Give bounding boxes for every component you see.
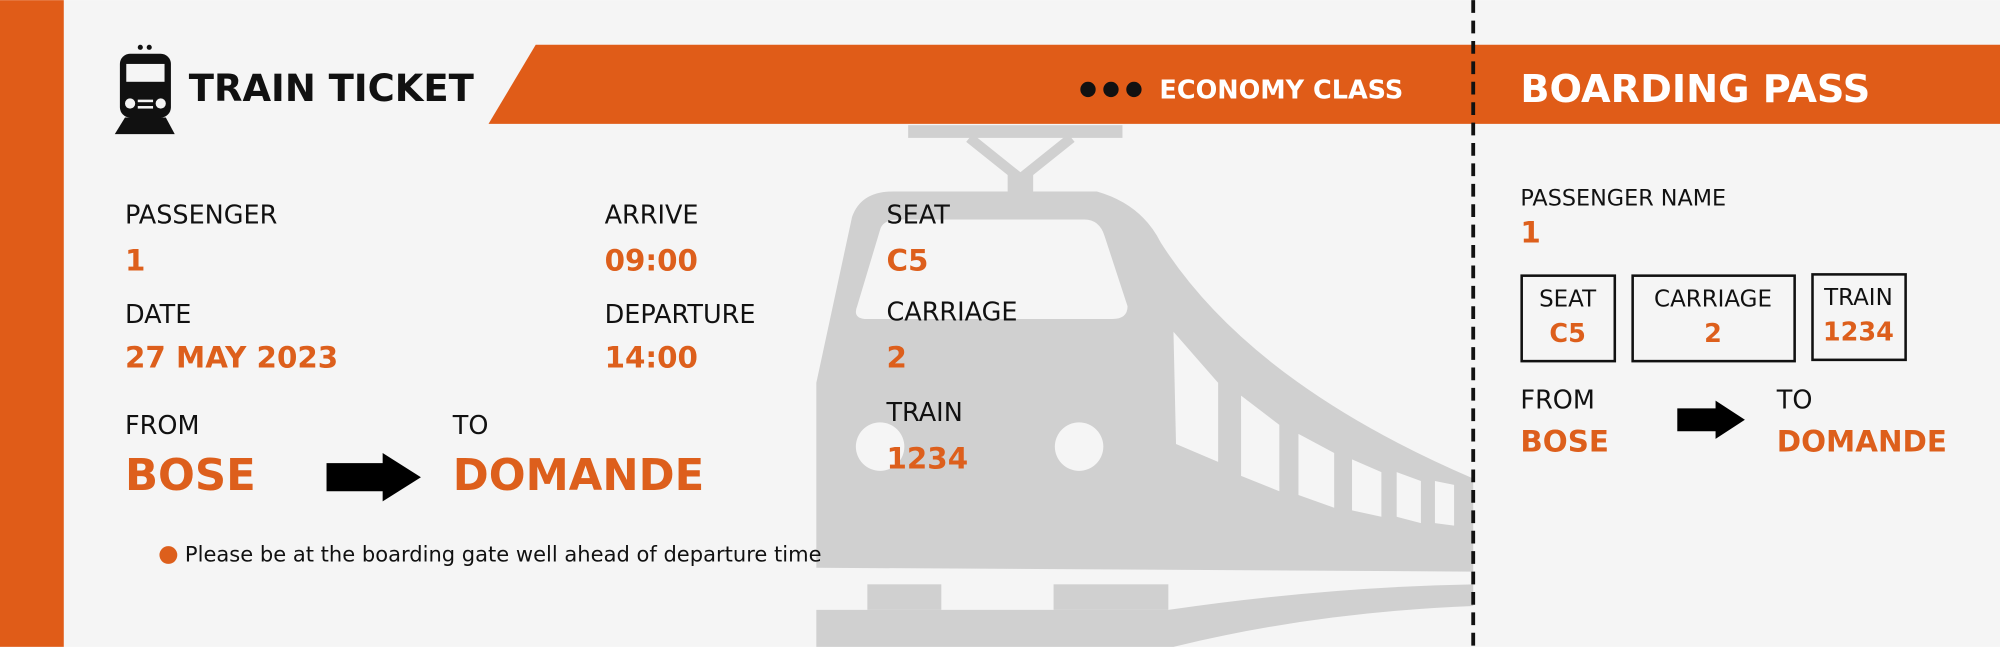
label: DATE bbox=[125, 300, 191, 330]
value: 1 bbox=[125, 244, 145, 278]
value: 1234 bbox=[886, 441, 968, 475]
box bbox=[1631, 274, 1796, 363]
label: TRAIN bbox=[885, 398, 962, 428]
value: C5 bbox=[1549, 319, 1585, 349]
label: SEAT bbox=[886, 200, 950, 230]
dot bbox=[1103, 81, 1119, 98]
label: CARRIAGE bbox=[1654, 286, 1772, 312]
side-bar bbox=[0, 0, 64, 647]
boarding-title: BOARDING PASS bbox=[1520, 67, 1870, 112]
arrow bbox=[1677, 400, 1745, 439]
value: C5 bbox=[886, 244, 928, 278]
label: TRAIN bbox=[1823, 285, 1893, 311]
header-banner bbox=[488, 44, 2000, 124]
box bbox=[1520, 274, 1617, 363]
dot bbox=[1126, 81, 1142, 98]
ticket-title: TRAIN TICKET bbox=[189, 67, 475, 110]
label: TO bbox=[1776, 385, 1813, 415]
label: CARRIAGE bbox=[886, 297, 1017, 327]
value: DOMANDE bbox=[1777, 425, 1947, 459]
arrow bbox=[326, 452, 421, 502]
label: FROM bbox=[125, 411, 199, 441]
value: 1 bbox=[1520, 216, 1540, 250]
bullet bbox=[159, 546, 178, 564]
train-icon bbox=[114, 44, 175, 135]
value: DOMANDE bbox=[453, 451, 704, 501]
value: 27 MAY 2023 bbox=[125, 341, 338, 375]
label: SEAT bbox=[1539, 286, 1597, 312]
value: 1234 bbox=[1823, 318, 1894, 348]
train-silhouette bbox=[816, 125, 1474, 647]
label: FROM bbox=[1520, 385, 1594, 415]
value: 2 bbox=[1704, 319, 1722, 349]
value: 14:00 bbox=[605, 341, 698, 375]
value: BOSE bbox=[1520, 425, 1608, 459]
value: 2 bbox=[886, 341, 906, 375]
label: PASSENGER NAME bbox=[1520, 186, 1726, 212]
note: Please be at the boarding gate well ahea… bbox=[185, 541, 822, 566]
class: ECONOMY CLASS bbox=[1159, 75, 1403, 105]
label: ARRIVE bbox=[605, 200, 699, 230]
value: BOSE bbox=[125, 451, 256, 501]
dot bbox=[1080, 81, 1096, 98]
label: PASSENGER bbox=[125, 200, 277, 230]
box bbox=[1811, 273, 1907, 362]
label: TO bbox=[452, 411, 489, 441]
value: 09:00 bbox=[605, 244, 698, 278]
label: DEPARTURE bbox=[605, 300, 756, 330]
